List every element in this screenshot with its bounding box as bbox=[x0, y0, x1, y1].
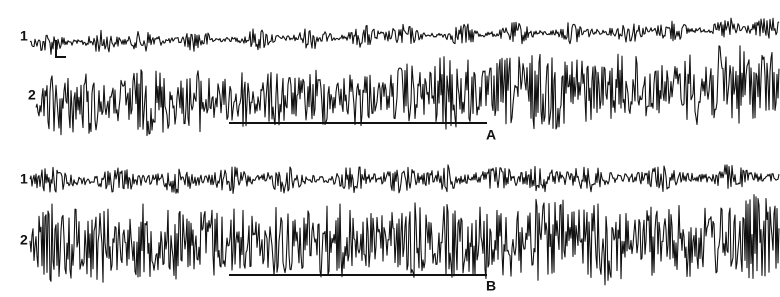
panel-label: B bbox=[486, 278, 496, 294]
page: {"panels": [ {"label": "A", "traces": [{… bbox=[0, 0, 780, 297]
eeg-trace bbox=[30, 195, 779, 285]
trace-label: 1 bbox=[20, 171, 28, 187]
trace-label: 2 bbox=[28, 87, 36, 103]
trace-label: 1 bbox=[20, 28, 28, 44]
eeg-trace bbox=[30, 18, 779, 54]
panel-label: A bbox=[486, 127, 496, 143]
eeg-trace bbox=[30, 165, 779, 194]
figure: 1 2 A 1 2 B bbox=[0, 0, 780, 297]
trace-label: 2 bbox=[20, 232, 28, 248]
